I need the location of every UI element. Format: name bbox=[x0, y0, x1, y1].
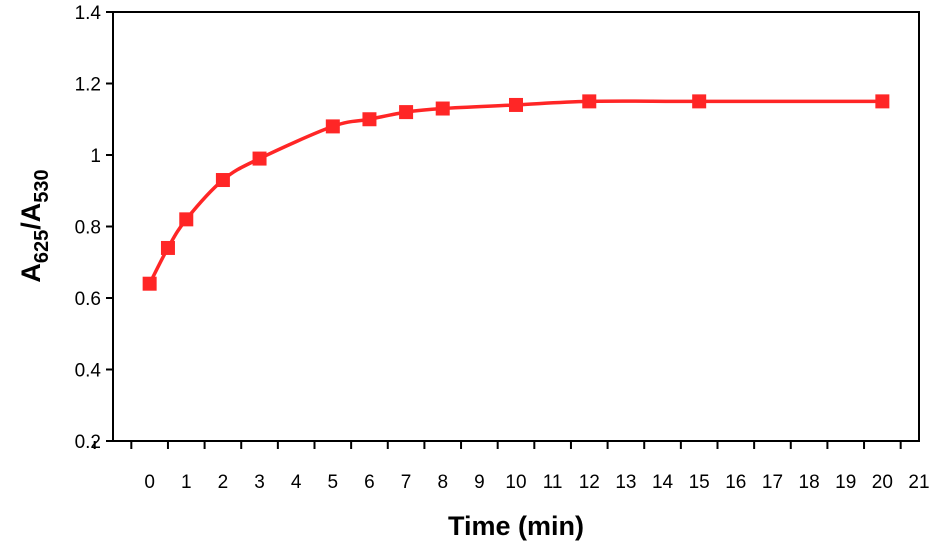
x-tick-label: 2 bbox=[218, 472, 229, 493]
y-tick-label: 0.4 bbox=[75, 361, 102, 382]
data-point bbox=[325, 119, 340, 134]
data-point bbox=[215, 173, 230, 188]
y-tick-label: 0.6 bbox=[75, 289, 101, 310]
x-tick-label: 9 bbox=[474, 472, 485, 493]
x-tick-label: 10 bbox=[505, 472, 526, 493]
data-point bbox=[179, 212, 194, 227]
data-point bbox=[142, 276, 157, 291]
data-point bbox=[875, 94, 890, 109]
x-tick-label: 1 bbox=[181, 472, 192, 493]
x-tick-label: 7 bbox=[401, 472, 412, 493]
plot-area bbox=[112, 11, 920, 442]
x-tick-label: 21 bbox=[908, 472, 929, 493]
x-tick-label: 12 bbox=[579, 472, 600, 493]
y-tick-label: 1.4 bbox=[75, 3, 102, 24]
x-tick-label: 17 bbox=[762, 472, 783, 493]
x-tick-label: 4 bbox=[291, 472, 302, 493]
data-point bbox=[435, 101, 450, 116]
y-tick-label: 1.2 bbox=[75, 75, 101, 96]
x-tick-label: 15 bbox=[689, 472, 710, 493]
x-tick-label: 19 bbox=[835, 472, 856, 493]
x-tick-label: 20 bbox=[872, 472, 893, 493]
y-tick-label: 0.2 bbox=[75, 432, 101, 453]
y-axis-ticks: 0.2 0.4 0.6 0.8 1 1.2 1.4 bbox=[75, 3, 113, 453]
x-axis-title: Time (min) bbox=[448, 511, 584, 541]
data-point bbox=[362, 112, 377, 127]
x-tick-label: 11 bbox=[543, 472, 563, 493]
x-tick-label: 5 bbox=[328, 472, 339, 493]
y-axis-title: A625/A530 bbox=[16, 169, 53, 282]
data-point bbox=[582, 94, 597, 109]
x-tick-label: 6 bbox=[364, 472, 375, 493]
x-tick-label: 13 bbox=[615, 472, 636, 493]
data-point bbox=[692, 94, 707, 109]
x-tick-label: 18 bbox=[799, 472, 820, 493]
y-tick-label: 1 bbox=[90, 146, 101, 167]
x-axis-ticks: 0 1 2 3 4 5 6 7 8 9 10 11 12 13 14 15 16 17 18 19 20 21 bbox=[93, 441, 930, 493]
x-tick-label: 14 bbox=[652, 472, 674, 493]
x-tick-label: 0 bbox=[144, 472, 155, 493]
x-tick-label: 3 bbox=[254, 472, 265, 493]
y-tick-label: 0.8 bbox=[75, 218, 101, 239]
data-point bbox=[252, 151, 267, 166]
series-layer bbox=[142, 94, 890, 291]
x-tick-label: 16 bbox=[725, 472, 746, 493]
data-point bbox=[509, 97, 523, 112]
data-point bbox=[399, 105, 414, 120]
x-tick-label: 8 bbox=[437, 472, 448, 493]
data-point bbox=[160, 240, 175, 255]
